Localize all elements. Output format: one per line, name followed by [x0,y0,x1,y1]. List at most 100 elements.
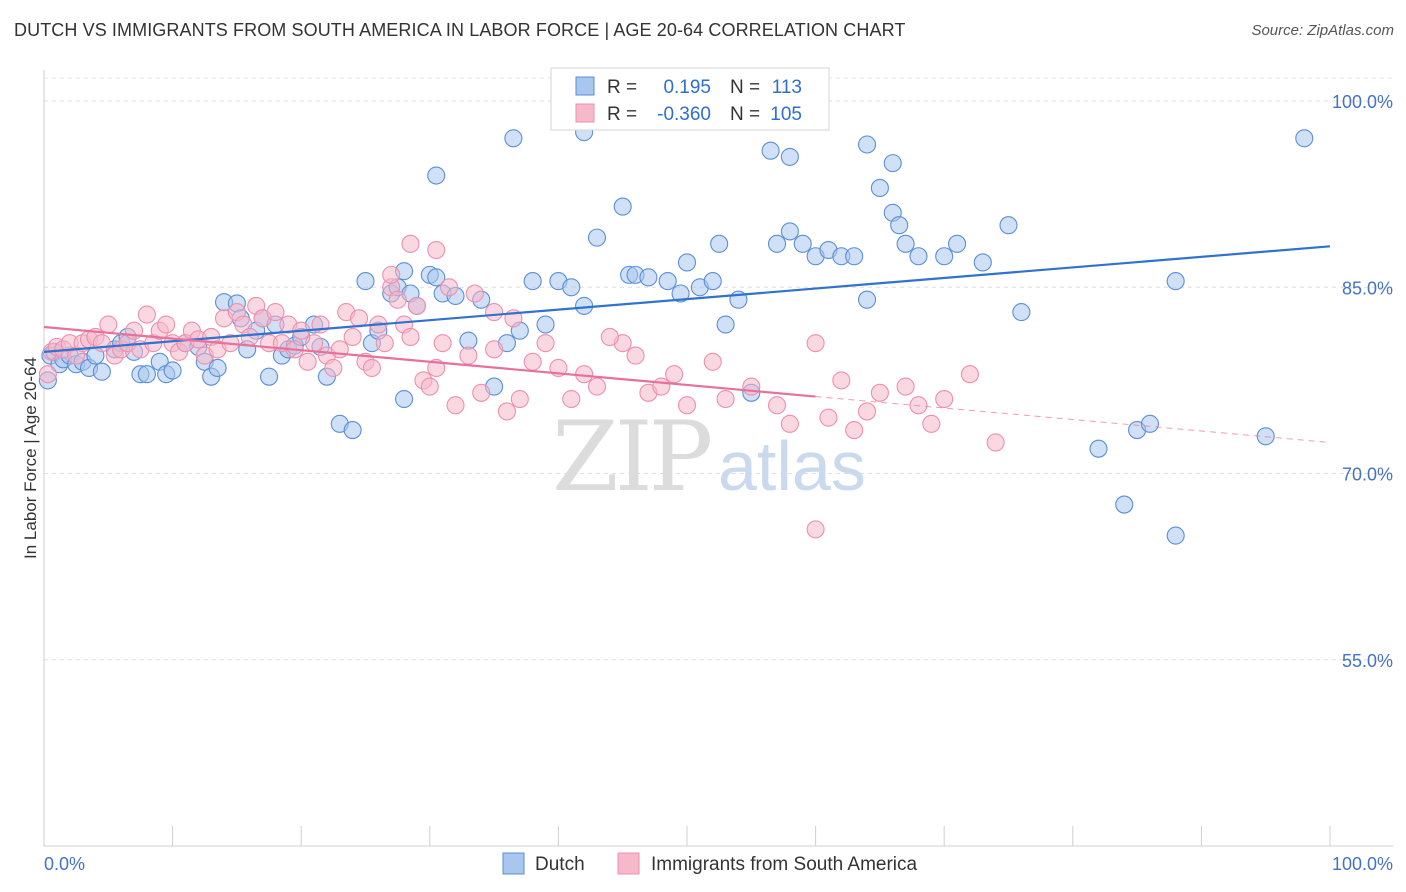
legend-dutch-swatch [575,76,595,96]
data-point [208,358,227,378]
data-point [266,303,285,322]
data-point [896,377,915,396]
data-point [896,234,915,253]
data-point [999,216,1018,235]
data-point [433,334,452,353]
data-point [536,334,555,353]
data-point [510,389,529,409]
data-point [960,365,979,384]
data-point [497,402,517,421]
data-point [703,272,722,291]
legend-immigrants-n-value: 105 [770,104,802,125]
data-point [671,284,690,303]
data-point [440,278,459,297]
data-point [343,421,362,440]
data-point [137,305,156,324]
data-point [613,197,632,216]
data-point [922,414,941,433]
legend-bottom-immigrants-swatch [617,852,640,875]
data-point [587,377,607,396]
data-point [324,358,343,378]
data-point [401,327,420,346]
data-point [504,129,523,148]
data-point [343,327,362,346]
legend-top-box [550,67,830,131]
data-point [38,365,57,384]
data-point [973,253,992,272]
data-point [658,272,677,291]
data-point [870,178,889,198]
data-point [780,222,799,241]
data-point [157,315,176,334]
legend-dutch-r-value: 0.195 [663,77,711,98]
data-point [857,402,877,421]
data-point [446,396,465,415]
series-immigrants-points [38,234,1005,539]
data-point [305,334,324,353]
legend-bottom-dutch-swatch [502,852,525,875]
y-tick-label: 100.0% [1332,92,1393,112]
data-point [562,389,581,409]
chart-title: DUTCH VS IMMIGRANTS FROM SOUTH AMERICA I… [14,20,906,40]
data-point [857,290,877,309]
data-point [806,334,825,353]
data-point [356,272,375,291]
data-point [382,265,401,284]
data-point [793,234,812,253]
data-point [626,346,645,365]
gridlines [44,77,1393,661]
data-point [639,268,658,287]
legend-immigrants-swatch [575,103,595,123]
trend-lines [43,245,1331,443]
y-tick-label: 70.0% [1342,465,1393,485]
data-point [240,327,259,346]
x-ticks [43,826,1331,846]
data-point [665,365,684,384]
x-tick-label: 0.0% [44,854,85,874]
data-point [677,396,697,415]
data-point [92,334,111,353]
data-point [819,408,838,427]
y-tick-label: 85.0% [1342,278,1393,298]
data-point [395,389,414,409]
data-point [845,421,864,440]
data-point [427,268,446,287]
data-point [767,234,787,253]
data-point [806,520,825,539]
data-point [742,377,761,396]
data-point [716,389,735,409]
watermark-atlas: atlas [718,427,866,505]
x-tick-label: 100.0% [1332,854,1393,874]
data-point [1012,303,1031,322]
data-point [401,234,420,253]
data-point [883,154,902,173]
data-point [1140,414,1160,433]
data-point [1089,439,1108,458]
axes [43,70,1393,847]
legend-immigrants-r-value: -0.360 [657,104,711,125]
data-point [587,228,607,247]
data-point [420,377,439,396]
data-point [330,340,349,359]
data-point [935,247,954,266]
data-point [163,361,182,380]
legend-immigrants-n-label: N = [730,104,760,125]
trend-line-immigrants-extrapolated [815,396,1331,443]
data-point [536,315,555,334]
data-point [575,296,594,315]
data-points [38,123,1314,545]
data-point [375,334,394,353]
data-point [362,358,381,378]
data-point [857,135,877,154]
data-point [716,315,735,334]
legend-bottom: Dutch Immigrants from South America [502,852,918,875]
data-point [465,284,484,303]
data-point [948,234,967,253]
data-point [986,433,1005,452]
data-point [767,396,787,415]
data-point [259,367,279,386]
data-point [1115,495,1134,514]
data-point [92,362,111,381]
data-point [600,327,619,346]
data-point [1166,526,1185,545]
